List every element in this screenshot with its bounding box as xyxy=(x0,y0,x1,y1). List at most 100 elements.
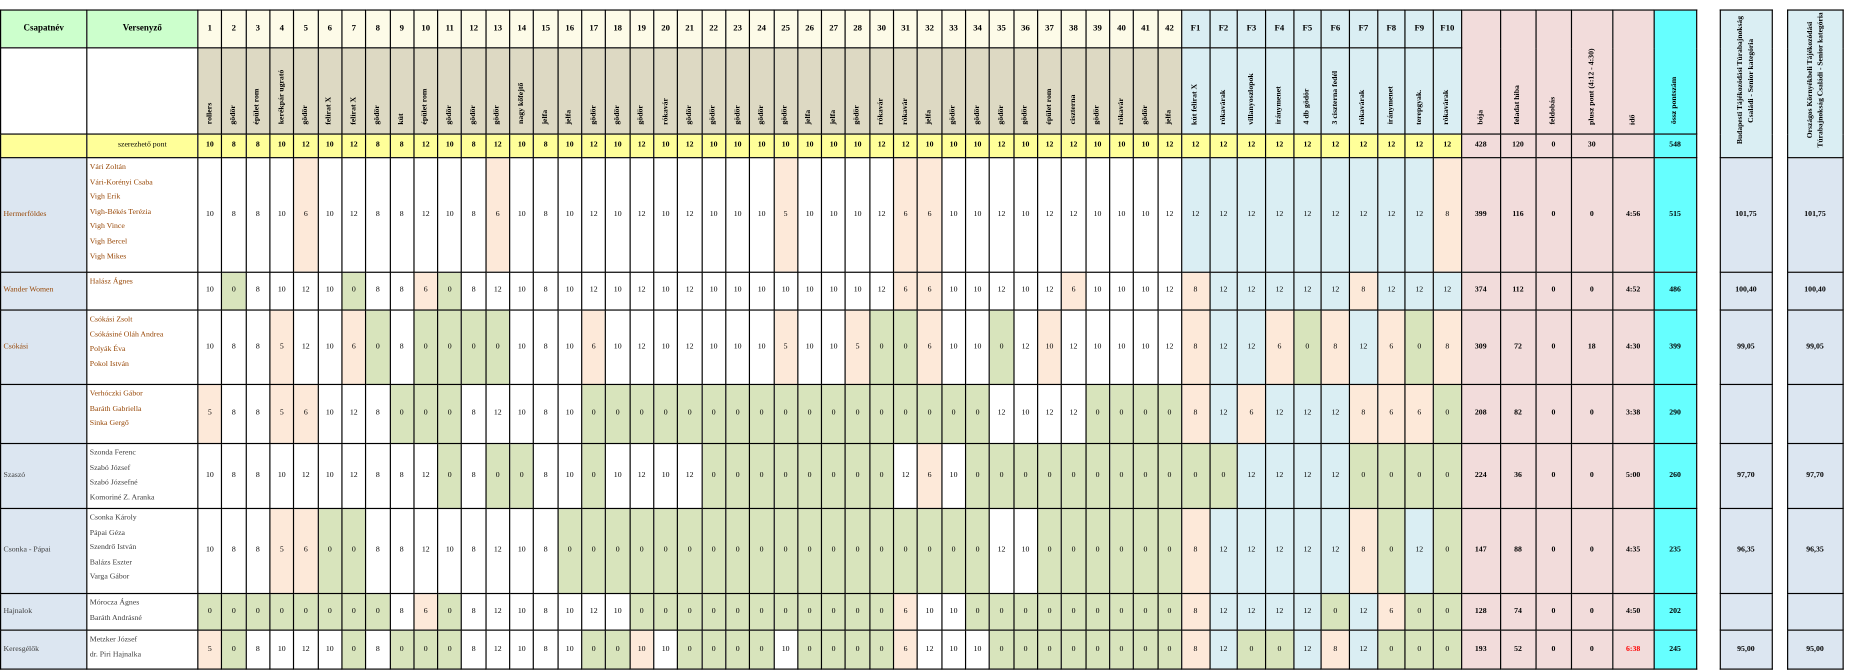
team-name: Hajnalok xyxy=(0,592,88,631)
station-score: 10 xyxy=(509,309,535,386)
f-task-score: 0 xyxy=(1432,507,1462,595)
gap xyxy=(1696,443,1720,509)
station-score: 12 xyxy=(1156,271,1183,311)
station-score: 12 xyxy=(413,507,439,595)
station-score: 0 xyxy=(1084,383,1111,445)
summary-value: 4:50 xyxy=(1611,592,1655,631)
station-score: 8 xyxy=(365,442,391,510)
station-label: kút xyxy=(389,47,415,135)
station-label: gödör xyxy=(221,47,247,135)
score-table: Csapatnév Versenyző 1 2 3 4 5 6 7 8 9 10 11 12 13 14 15 1… xyxy=(0,9,1844,670)
summary-value: 4:56 xyxy=(1611,157,1655,273)
station-number: 21 xyxy=(677,9,703,49)
station-score: 10 xyxy=(197,309,223,386)
station-number: 33 xyxy=(940,9,967,49)
station-label: rókavár xyxy=(653,47,679,135)
station-score: 12 xyxy=(341,442,367,510)
station-number: 32 xyxy=(916,9,943,49)
station-label: gödör xyxy=(1012,47,1039,135)
rotated-label: Országos Környékbeli Tájékozódási Túraba… xyxy=(1805,12,1825,149)
max-summary: 428 xyxy=(1460,133,1501,159)
f-task-score: 12 xyxy=(1292,629,1322,670)
rotated-label: jelfa xyxy=(804,109,814,125)
max-f-task: 12 xyxy=(1292,133,1322,159)
station-score: 10 xyxy=(1084,271,1111,311)
station-score: 0 xyxy=(581,507,607,595)
f-task-score: 12 xyxy=(1348,592,1378,631)
rotated-label: kút felirat X xyxy=(1190,83,1200,125)
summary-header: feladat hiba xyxy=(1499,9,1537,135)
rotated-label: gödör xyxy=(948,105,958,125)
station-score: 10 xyxy=(940,442,967,510)
station-score: 0 xyxy=(1060,629,1087,670)
max-f-task: 12 xyxy=(1432,133,1462,159)
station-score: 8 xyxy=(389,309,415,386)
max-station: 10 xyxy=(437,133,463,159)
station-score: 0 xyxy=(1060,507,1087,595)
station-score: 10 xyxy=(701,157,727,273)
f-task-score: 6 xyxy=(1376,383,1406,445)
f-task-score: 6 xyxy=(1264,309,1294,386)
station-score: 8 xyxy=(389,592,415,631)
station-score: 12 xyxy=(485,629,511,670)
station-score: 12 xyxy=(629,157,655,273)
station-score: 10 xyxy=(845,271,871,311)
station-score: 12 xyxy=(677,309,703,386)
max-station: 10 xyxy=(701,133,727,159)
station-score: 8 xyxy=(221,442,247,510)
f-task-score: 12 xyxy=(1432,271,1462,311)
station-score: 0 xyxy=(725,592,751,631)
rotated-label: gödör xyxy=(229,105,238,125)
station-score: 0 xyxy=(605,507,631,595)
station-score: 0 xyxy=(1108,629,1135,670)
summary-value: 0 xyxy=(1535,157,1572,273)
station-label: gödör xyxy=(293,47,319,135)
max-station: 10 xyxy=(773,133,799,159)
f-task-score: 8 xyxy=(1432,157,1462,273)
members: Vári Zoltán Vári-Korényi Csaba Vigh Erik Vi… xyxy=(86,157,199,273)
max-station: 12 xyxy=(413,133,439,159)
member-name: Csókási Zsolt xyxy=(89,315,133,324)
station-score: 0 xyxy=(437,629,463,670)
rotated-label: épület rom xyxy=(1044,88,1054,125)
rotated-label: épület rom xyxy=(421,88,430,125)
station-score: 12 xyxy=(988,271,1015,311)
summary-value: 147 xyxy=(1460,507,1501,595)
station-score: 0 xyxy=(485,442,511,510)
gap xyxy=(1771,630,1788,670)
max-row: szerezhető pont 10 8 8 10 12 10 12 8 8 12 10 8 12 10 8 1… xyxy=(0,133,1843,159)
f-task-score: 0 xyxy=(1404,592,1434,631)
station-label: jelfa xyxy=(533,47,559,135)
members: Csonka Károly Pápai Géza Szendrő István Bal… xyxy=(86,507,199,595)
station-score: 0 xyxy=(821,383,847,445)
f-task-score: 8 xyxy=(1348,383,1378,445)
summary-value: 399 xyxy=(1653,309,1697,386)
station-label: épület rom xyxy=(245,47,271,135)
f-task-score: 12 xyxy=(1208,271,1239,311)
station-score: 10 xyxy=(557,157,583,273)
max-station: 10 xyxy=(557,133,583,159)
rotated-label: iránymenet xyxy=(1386,86,1395,125)
station-score: 8 xyxy=(533,383,559,445)
max-station: 8 xyxy=(533,133,559,159)
station-score: 10 xyxy=(653,442,679,510)
team-name: Hermerföldes xyxy=(0,157,88,273)
ranking-value: 99,05 xyxy=(1786,309,1844,386)
station-score: 10 xyxy=(317,271,343,311)
station-number: 12 xyxy=(461,9,487,49)
station-score: 10 xyxy=(653,271,679,311)
station-score: 10 xyxy=(749,157,775,273)
rotated-label: gödör xyxy=(852,105,862,125)
summary-value: 0 xyxy=(1570,157,1614,273)
station-score: 12 xyxy=(485,383,511,445)
station-score: 0 xyxy=(773,507,799,595)
station-score: 8 xyxy=(245,271,271,311)
station-score: 0 xyxy=(701,383,727,445)
station-score: 0 xyxy=(701,592,727,631)
rotated-label: kút xyxy=(397,113,406,125)
station-score: 0 xyxy=(1036,442,1063,510)
station-score: 0 xyxy=(749,383,775,445)
f-task-number: F2 xyxy=(1208,9,1239,49)
team-row: Verhóczki Gábor Baráth Gabriella Sinka Ger… xyxy=(0,383,1844,445)
member-name: Csókásiné Oláh Andrea xyxy=(89,330,164,339)
